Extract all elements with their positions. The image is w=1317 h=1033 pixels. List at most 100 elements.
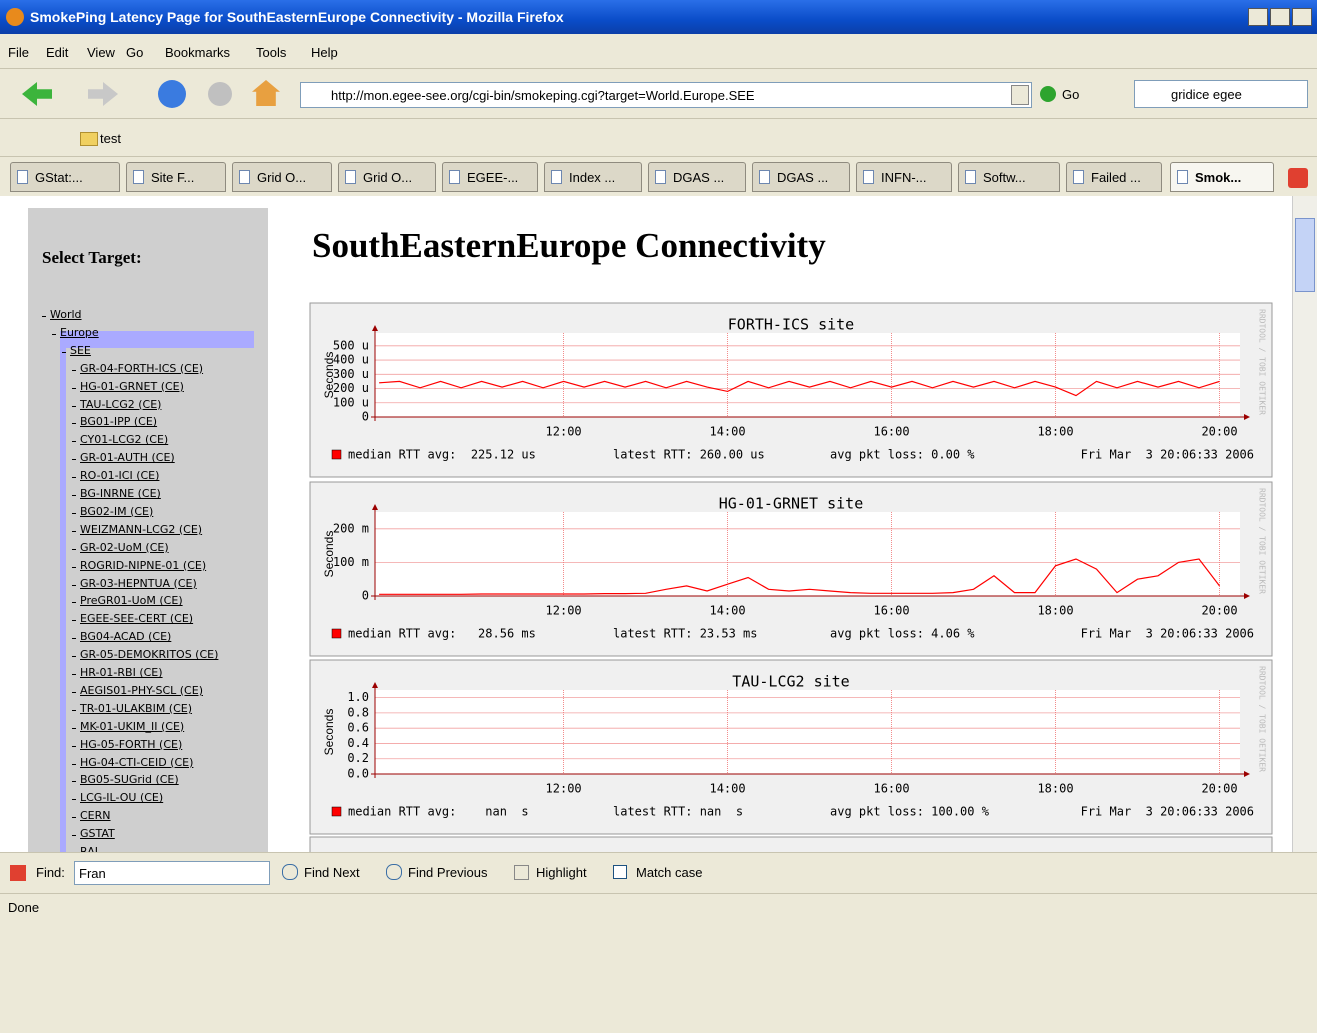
menu-item[interactable]: Tools: [256, 45, 286, 60]
search-text: gridice egee: [1171, 87, 1242, 102]
tree-link[interactable]: TR-01-ULAKBIM (CE): [80, 702, 192, 715]
tree-dash: [72, 531, 76, 532]
sidebar-heading: Select Target:: [42, 248, 142, 268]
tab[interactable]: Grid O...: [338, 162, 436, 192]
reload-button[interactable]: [158, 80, 186, 108]
menu-item[interactable]: Edit: [46, 45, 68, 60]
tab-icon: [345, 170, 356, 184]
tree-link[interactable]: HG-04-CTI-CEID (CE): [80, 756, 193, 769]
tree-link[interactable]: GR-03-HEPNTUA (CE): [80, 577, 197, 590]
tree-link[interactable]: BG02-IM (CE): [80, 505, 153, 518]
tree-link[interactable]: HR-01-RBI (CE): [80, 666, 163, 679]
graph-title: TAU-LCG2 site: [732, 673, 849, 691]
tree-link[interactable]: Europe: [60, 326, 99, 339]
status-bar: Done: [0, 893, 1317, 918]
y-tick-label: 0: [362, 410, 369, 424]
tree-link[interactable]: LCG-IL-OU (CE): [80, 791, 163, 804]
tree-link[interactable]: RAL: [80, 845, 101, 852]
tree-link[interactable]: TAU-LCG2 (CE): [80, 398, 161, 411]
tree-link[interactable]: GR-05-DEMOKRITOS (CE): [80, 648, 218, 661]
go-button[interactable]: Go: [1062, 87, 1079, 102]
tab[interactable]: Site F...: [126, 162, 226, 192]
close-button[interactable]: [1292, 8, 1312, 26]
folder-icon: [80, 132, 98, 146]
find-next[interactable]: Find Next: [304, 865, 360, 880]
back-button[interactable]: [22, 82, 52, 106]
tree-link[interactable]: HG-05-FORTH (CE): [80, 738, 182, 751]
tab[interactable]: Softw...: [958, 162, 1060, 192]
menu-bar: File Edit View Go Bookmarks Tools Help: [0, 36, 1317, 69]
tree-link[interactable]: BG04-ACAD (CE): [80, 630, 171, 643]
forward-button[interactable]: [88, 82, 118, 106]
tree-link[interactable]: EGEE-SEE-CERT (CE): [80, 612, 193, 625]
tree-link[interactable]: RO-01-ICI (CE): [80, 469, 159, 482]
find-label: Find:: [36, 865, 65, 880]
match-case-checkbox[interactable]: [613, 865, 627, 879]
x-tick-label: 14:00: [709, 782, 745, 796]
tree-link[interactable]: World: [50, 308, 82, 321]
tree-dash: [72, 602, 76, 603]
scroll-thumb[interactable]: [1295, 218, 1315, 292]
menu-item[interactable]: Bookmarks: [165, 45, 230, 60]
go-icon[interactable]: [1040, 86, 1056, 102]
watermark: RRDTOOL / TOBI OETIKER: [1258, 309, 1267, 415]
tab[interactable]: Smok...: [1170, 162, 1274, 192]
tree-link[interactable]: GR-02-UoM (CE): [80, 541, 169, 554]
y-tick-label: 400 u: [333, 353, 369, 367]
bookmark-folder[interactable]: test: [100, 131, 121, 146]
tree-link[interactable]: ROGRID-NIPNE-01 (CE): [80, 559, 206, 572]
tab[interactable]: Index ...: [544, 162, 642, 192]
home-button[interactable]: [252, 80, 280, 106]
tab[interactable]: INFN-...: [856, 162, 952, 192]
page-content: Select Target: World Europe SEE GR-04-FORTH…: [0, 196, 1292, 852]
y-tick-label: 0.4: [347, 736, 369, 750]
tab-icon: [1177, 170, 1188, 184]
find-previous-icon: [386, 864, 402, 880]
tree-dash: [72, 764, 76, 765]
menu-item[interactable]: File: [8, 45, 29, 60]
find-close[interactable]: [10, 865, 26, 881]
tree-link[interactable]: HG-01-GRNET (CE): [80, 380, 184, 393]
minimize-button[interactable]: [1248, 8, 1268, 26]
find-field[interactable]: Fran: [74, 861, 270, 885]
tree-link[interactable]: BG01-IPP (CE): [80, 415, 157, 428]
url-bar[interactable]: http://mon.egee-see.org/cgi-bin/smokepin…: [300, 82, 1032, 108]
tree-link[interactable]: GSTAT: [80, 827, 115, 840]
menu-item[interactable]: Help: [311, 45, 338, 60]
tree-link[interactable]: GR-04-FORTH-ICS (CE): [80, 362, 203, 375]
tree-link[interactable]: GR-01-AUTH (CE): [80, 451, 175, 464]
highlight-button[interactable]: Highlight: [536, 865, 587, 880]
tab[interactable]: Grid O...: [232, 162, 332, 192]
tab-label: DGAS ...: [777, 170, 828, 185]
find-previous[interactable]: Find Previous: [408, 865, 487, 880]
stop-button[interactable]: [208, 82, 232, 106]
tree-link[interactable]: CERN: [80, 809, 111, 822]
tree-link[interactable]: AEGIS01-PHY-SCL (CE): [80, 684, 203, 697]
tab-label: INFN-...: [881, 170, 927, 185]
tree-link[interactable]: PreGR01-UoM (CE): [80, 594, 183, 607]
tab[interactable]: DGAS ...: [648, 162, 746, 192]
maximize-button[interactable]: [1270, 8, 1290, 26]
x-tick-label: 18:00: [1037, 425, 1073, 439]
tree-link[interactable]: WEIZMANN-LCG2 (CE): [80, 523, 202, 536]
menu-item[interactable]: View: [87, 45, 115, 60]
find-bar: Find: Fran Find Next Find Previous Highl…: [0, 852, 1317, 894]
tree-link[interactable]: MK-01-UKIM_II (CE): [80, 720, 184, 733]
x-tick-label: 12:00: [546, 604, 582, 618]
search-box[interactable]: gridice egee: [1134, 80, 1308, 108]
tree-link[interactable]: CY01-LCG2 (CE): [80, 433, 168, 446]
tree-link[interactable]: SEE: [70, 344, 91, 357]
watermark: RRDTOOL / TOBI OETIKER: [1258, 666, 1267, 772]
url-dropdown[interactable]: [1011, 85, 1029, 105]
scrollbar[interactable]: [1292, 196, 1317, 852]
legend-label: median RTT avg: 225.12 us: [348, 448, 536, 462]
close-tab-button[interactable]: [1288, 168, 1308, 188]
tab[interactable]: DGAS ...: [752, 162, 850, 192]
tab[interactable]: Failed ...: [1066, 162, 1162, 192]
tab[interactable]: EGEE-...: [442, 162, 538, 192]
tree-link[interactable]: BG05-SUGrid (CE): [80, 773, 179, 786]
tree-dash: [72, 781, 76, 782]
tab[interactable]: GStat:...: [10, 162, 120, 192]
tree-link[interactable]: BG-INRNE (CE): [80, 487, 161, 500]
menu-item[interactable]: Go: [126, 45, 143, 60]
